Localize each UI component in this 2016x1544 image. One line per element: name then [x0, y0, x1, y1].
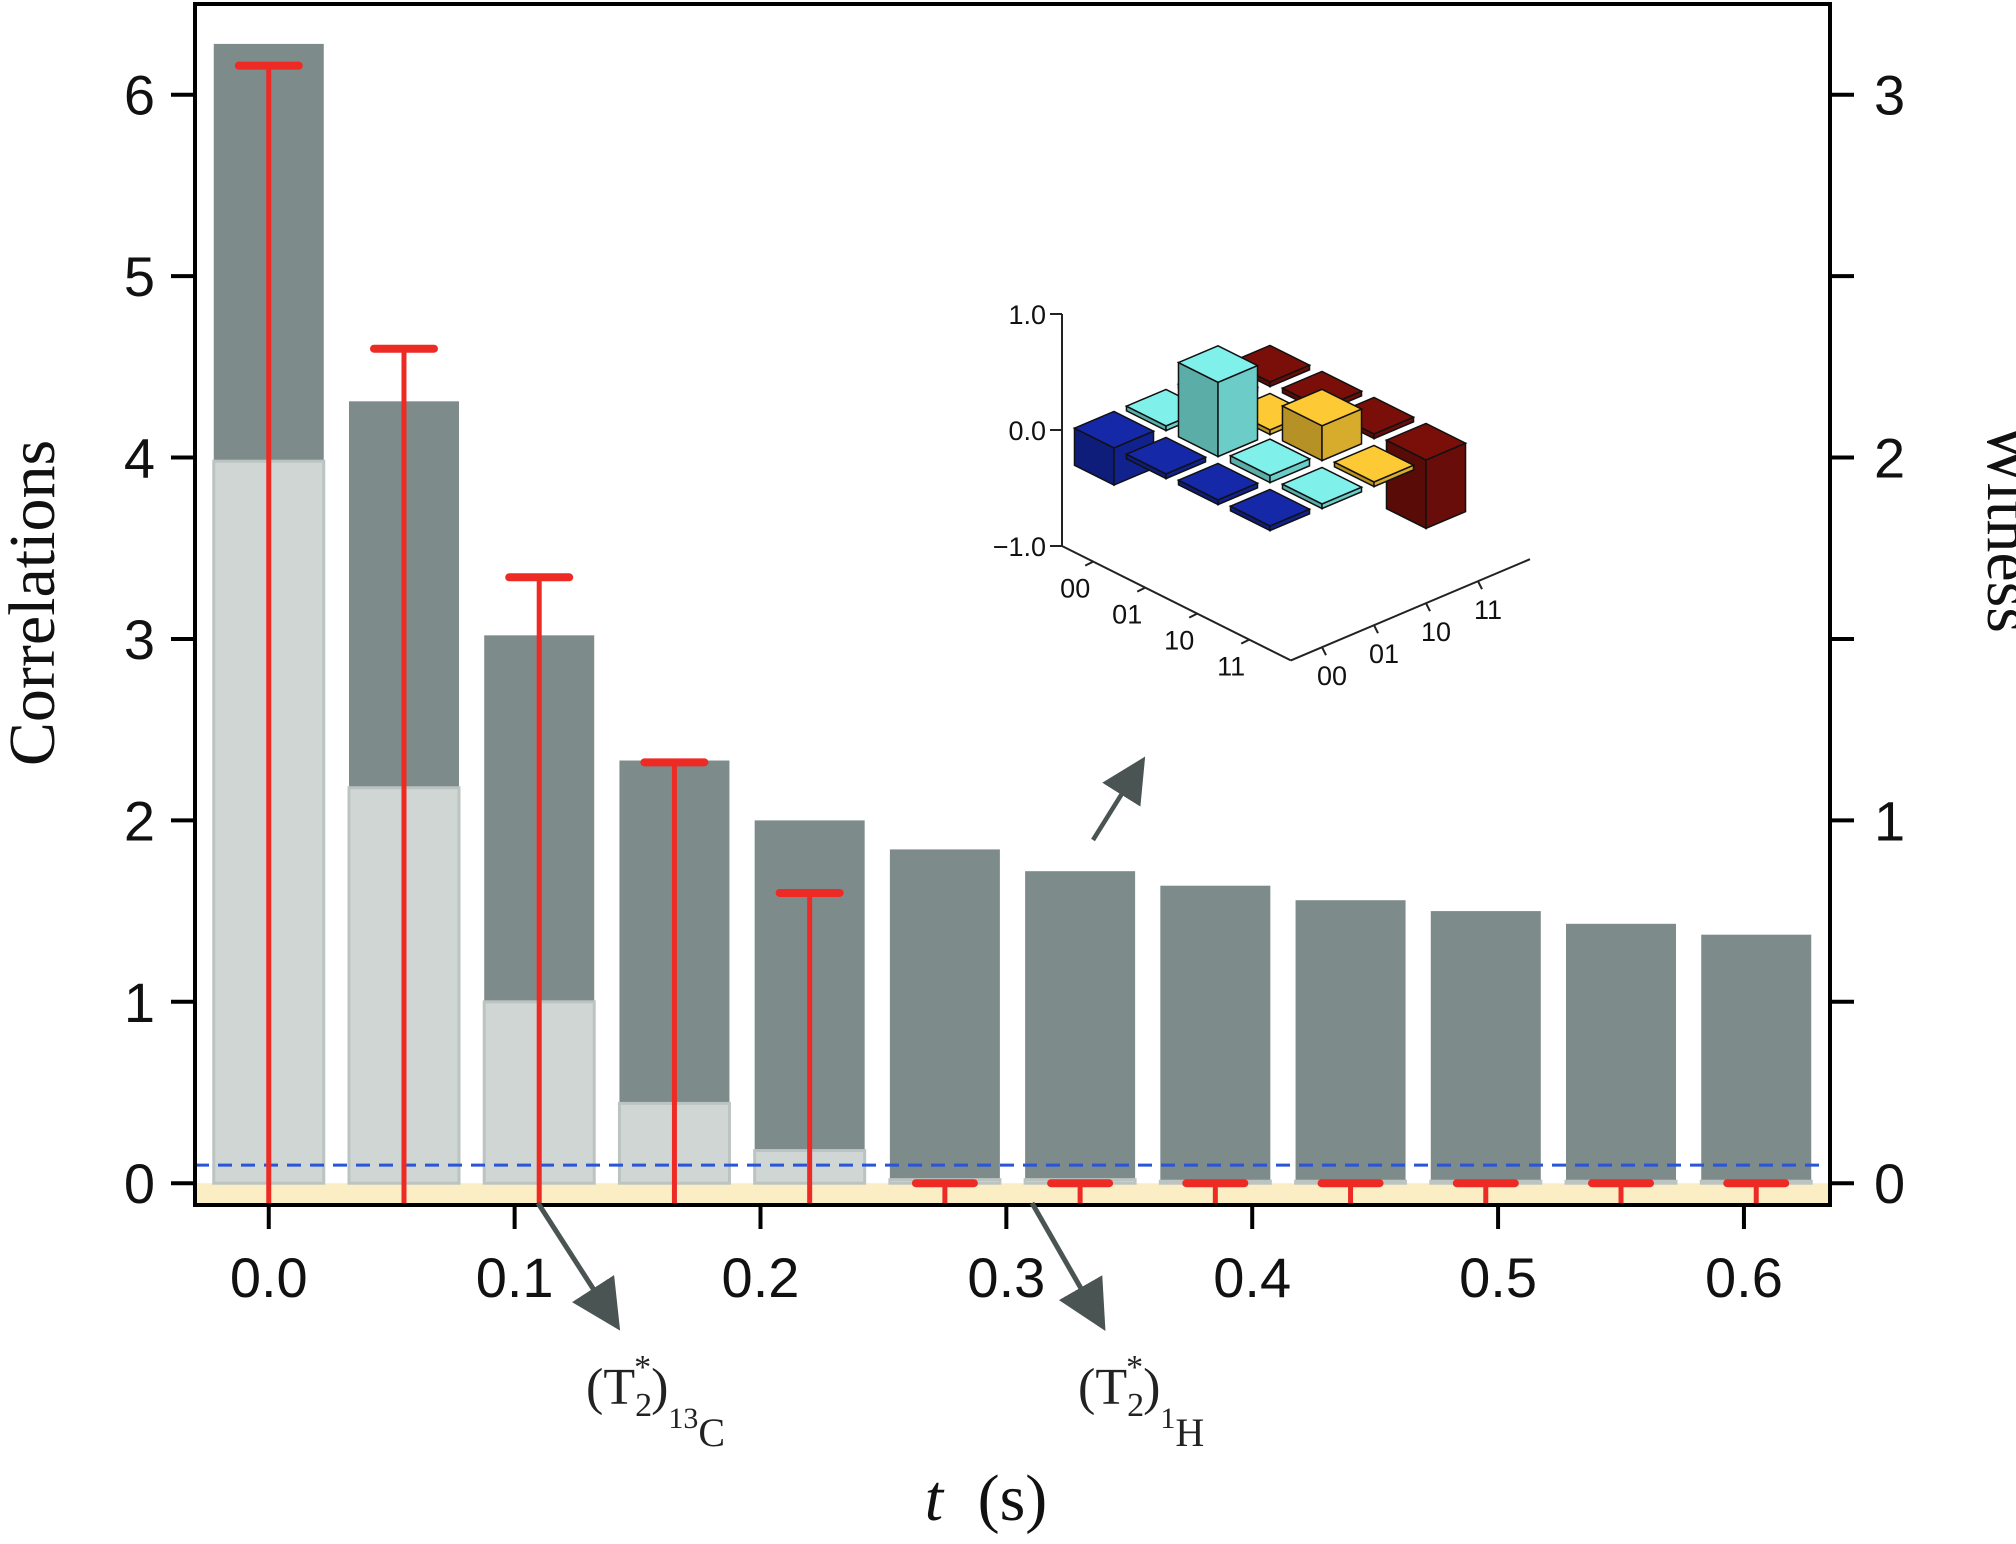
- y-tick-label: 5: [124, 245, 155, 308]
- x-tick-label: 0.4: [1213, 1246, 1291, 1309]
- inset-col-label: 00: [1317, 661, 1347, 691]
- inset-bar-top: [1332, 444, 1416, 483]
- inset-row-label: 11: [1217, 652, 1245, 682]
- t2-carbon-arrow: [535, 1201, 621, 1331]
- y2-tick-label: 0: [1874, 1152, 1905, 1215]
- y2-tick-label: 2: [1874, 427, 1905, 490]
- inset-row-axis: [1061, 545, 1292, 662]
- inset-row-label: 10: [1164, 626, 1194, 656]
- inset-col-label: 10: [1421, 617, 1451, 647]
- x-axis-title-variable: t: [925, 1462, 945, 1535]
- x-axis-title: t (s): [925, 1462, 1048, 1535]
- y2-tick-label: 1: [1874, 789, 1905, 852]
- inset-bar-top: [1176, 345, 1260, 384]
- inset-axes: 1.0 0.0 −1.0 00 01 10 11 00 01 10 11: [993, 300, 1531, 691]
- t2-proton-annotation: (T2*)1H: [1029, 1201, 1204, 1455]
- inset-arrow: [1091, 756, 1146, 842]
- inset-col-tick: [1373, 624, 1379, 634]
- x-tick-label: 0.6: [1705, 1246, 1783, 1309]
- total-correlation-bar: [1701, 934, 1812, 1184]
- total-correlation-bar: [1025, 871, 1136, 1184]
- inset-row-label: 01: [1112, 600, 1142, 630]
- inset-bar-top: [1228, 438, 1312, 477]
- plot-frame: [193, 2, 1832, 1207]
- inset-row-label: 00: [1060, 574, 1090, 604]
- y-tick-label: 6: [124, 64, 155, 127]
- total-correlation-bar: [1295, 900, 1406, 1184]
- inset-col-tick: [1477, 580, 1483, 590]
- x-tick-label: 0.1: [476, 1246, 554, 1309]
- x-tick-label: 0.0: [230, 1246, 308, 1309]
- x-axis-title-unit: (s): [978, 1462, 1048, 1535]
- y-axis-title: Correlations: [0, 440, 69, 766]
- t2-carbon-annotation: (T2*)13C: [535, 1201, 725, 1455]
- inset-z-tick-label: 0.0: [1008, 416, 1046, 446]
- inset-z-tick-label: −1.0: [993, 532, 1046, 562]
- x-tick-label: 0.5: [1459, 1246, 1537, 1309]
- total-correlation-bar: [1566, 923, 1677, 1184]
- inset-row-tick: [1188, 612, 1198, 619]
- inset-bar-top: [1072, 410, 1156, 449]
- inset-col-label: 01: [1369, 639, 1399, 669]
- inset-z-tick-label: 1.0: [1008, 300, 1046, 330]
- y-tick-label: 1: [124, 971, 155, 1034]
- total-correlation-bar: [889, 849, 1000, 1184]
- density-matrix-inset: 1.0 0.0 −1.0 00 01 10 11 00 01 10 11: [993, 300, 1531, 842]
- witness-negative-band: [195, 1183, 1830, 1205]
- inset-bar-top: [1228, 488, 1312, 527]
- inset-col-label: 11: [1474, 595, 1502, 625]
- inset-bar-top: [1384, 422, 1468, 461]
- x-tick-label: 0.2: [722, 1246, 800, 1309]
- svg-text:(T2*)1H: (T2*)1H: [1078, 1349, 1204, 1455]
- t2-proton-arrow: [1029, 1201, 1106, 1332]
- inset-bar-top: [1124, 436, 1208, 475]
- inset-col-tick: [1425, 602, 1431, 612]
- y2-axis-title: Witness: [1973, 423, 2016, 633]
- inset-row-tick: [1240, 638, 1250, 645]
- inset-bar-top: [1280, 466, 1364, 505]
- inset-col-axis: [1290, 558, 1531, 662]
- x-tick-label: 0.3: [967, 1246, 1045, 1309]
- inset-bars: [1072, 344, 1468, 532]
- inset-row-tick: [1084, 560, 1094, 567]
- inset-bar-top: [1176, 462, 1260, 501]
- y-tick-label: 2: [124, 789, 155, 852]
- inset-col-tick: [1321, 646, 1327, 656]
- y-tick-label: 4: [124, 427, 155, 490]
- y-tick-label: 3: [124, 608, 155, 671]
- y2-tick-label: 3: [1874, 64, 1905, 127]
- svg-text:(T2*)13C: (T2*)13C: [586, 1349, 725, 1455]
- y-tick-label: 0: [124, 1152, 155, 1215]
- inset-bar-top: [1280, 388, 1364, 427]
- total-correlation-bar: [1160, 885, 1271, 1184]
- inset-row-tick: [1136, 586, 1146, 593]
- total-correlation-bar: [1430, 911, 1541, 1184]
